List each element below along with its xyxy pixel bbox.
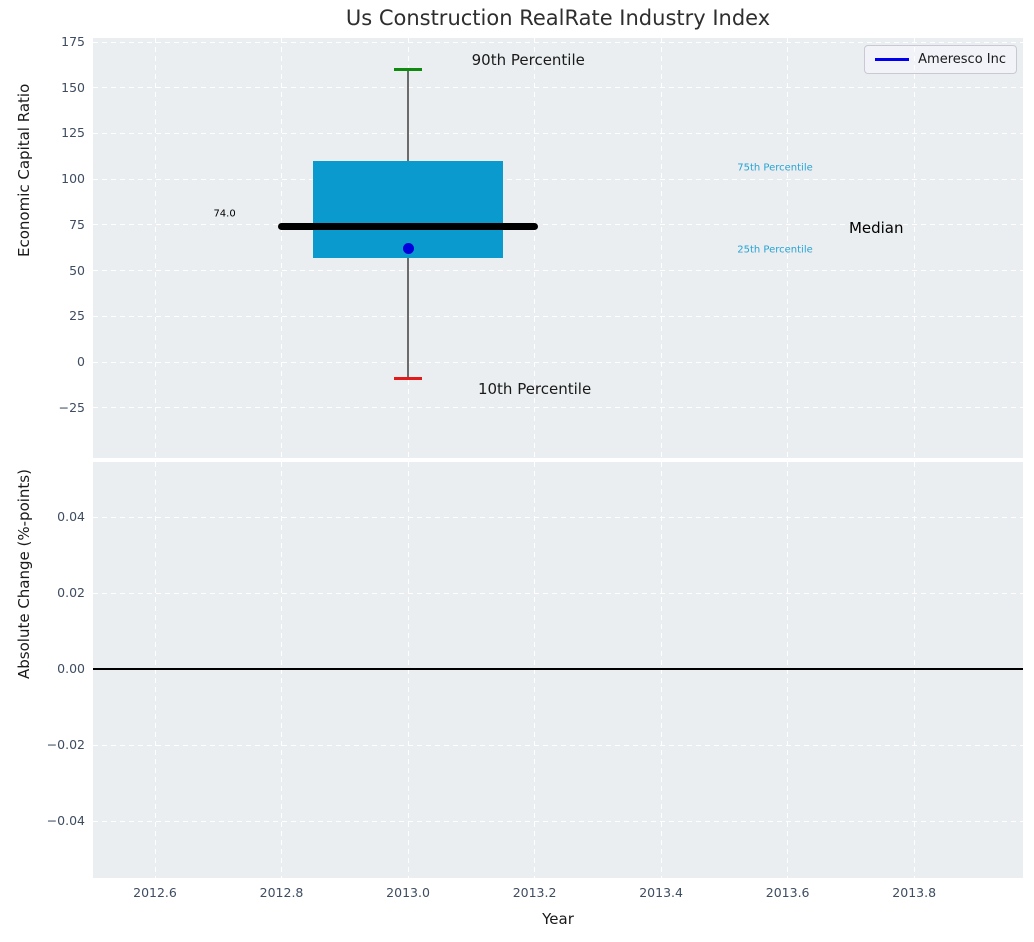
zero-line [93, 668, 1023, 670]
chart-title: Us Construction RealRate Industry Index [345, 6, 771, 30]
median-line [278, 223, 538, 231]
y-tick-label: −0.04 [46, 813, 85, 828]
y-tick-label: 175 [61, 34, 85, 50]
annotation-10th-percentile: 10th Percentile [477, 380, 592, 399]
grid-line-horizontal [93, 592, 1023, 594]
y-tick-label: 25 [69, 308, 85, 324]
y-tick-label: −25 [58, 399, 85, 415]
grid-line-horizontal [93, 132, 1023, 134]
y-tick-label: 75 [69, 216, 85, 232]
top-axes: Ameresco Inc 90th Percentile 10th Percent… [93, 38, 1023, 458]
bottom-axes [93, 462, 1023, 878]
grid-line-horizontal [93, 820, 1023, 822]
whisker-cap-90th [394, 67, 423, 71]
x-axis-label: Year [542, 910, 574, 928]
grid-line-horizontal [93, 41, 1023, 43]
x-tick-label: 2013.0 [386, 885, 430, 900]
grid-line-vertical [407, 462, 409, 878]
grid-line-vertical [660, 38, 662, 458]
x-tick-label: 2013.4 [639, 885, 683, 900]
grid-line-vertical [154, 462, 156, 878]
y-tick-label: 125 [61, 125, 85, 141]
x-tick-label: 2013.8 [892, 885, 937, 900]
annotation-75th-percentile: 75th Percentile [737, 162, 813, 174]
x-tick-label: 2013.2 [512, 885, 557, 900]
y-tick-label: 0.04 [57, 509, 85, 525]
grid-line-horizontal [93, 407, 1023, 409]
grid-line-horizontal [93, 178, 1023, 180]
top-y-axis-label: Economic Capital Ratio [15, 83, 33, 257]
grid-line-horizontal [93, 516, 1023, 518]
grid-line-horizontal [93, 361, 1023, 363]
y-tick-label: 0.00 [57, 661, 85, 677]
annotation-74-0: 74.0 [213, 208, 236, 220]
x-tick-label: 2012.8 [259, 885, 304, 900]
legend: Ameresco Inc [864, 45, 1017, 74]
annotation-90th-percentile: 90th Percentile [471, 51, 585, 70]
grid-line-horizontal [93, 744, 1023, 746]
company-point-ameresco [402, 243, 414, 255]
grid-line-horizontal [93, 270, 1023, 272]
annotation-25th-percentile: 25th Percentile [737, 244, 813, 256]
grid-line-vertical [787, 462, 789, 878]
y-tick-label: 0.02 [57, 585, 85, 601]
y-tick-label: −0.02 [46, 737, 85, 753]
whisker-cap-10th [394, 376, 423, 380]
y-tick-label: 0 [77, 354, 85, 369]
grid-line-horizontal [93, 87, 1023, 89]
grid-line-horizontal [93, 224, 1023, 226]
grid-line-horizontal [93, 315, 1023, 317]
y-tick-label: 100 [61, 171, 85, 187]
x-tick-label: 2013.6 [765, 885, 810, 900]
x-tick-label: 2012.6 [133, 885, 177, 900]
grid-line-vertical [281, 462, 283, 878]
legend-line-icon [875, 58, 910, 61]
iqr-box [313, 160, 503, 258]
grid-line-vertical [660, 462, 662, 878]
grid-line-vertical [787, 38, 789, 458]
y-tick-label: 150 [61, 79, 85, 95]
grid-line-vertical [154, 38, 156, 458]
annotation-median: Median [848, 218, 904, 237]
y-tick-label: 50 [69, 262, 85, 278]
grid-line-vertical [534, 38, 536, 458]
grid-line-vertical [534, 462, 536, 878]
grid-line-vertical [913, 462, 915, 878]
legend-label: Ameresco Inc [918, 52, 1006, 67]
grid-line-vertical [913, 38, 915, 458]
grid-line-vertical [281, 38, 283, 458]
